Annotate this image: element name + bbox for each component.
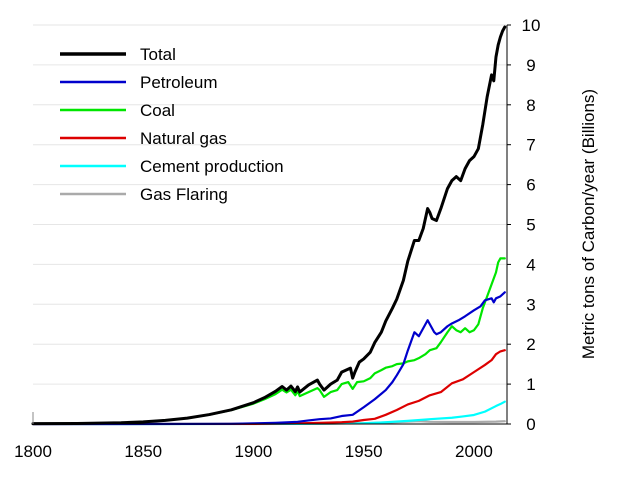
legend-label-natural-gas: Natural gas [140, 129, 227, 148]
legend-label-gas-flaring: Gas Flaring [140, 185, 228, 204]
gridlines [33, 24, 507, 425]
y-tick-label: 9 [526, 56, 535, 75]
y-tick-label: 2 [526, 335, 535, 354]
series-line-coal [31, 257, 506, 425]
y-tick-label: 5 [526, 216, 535, 235]
legend-label-petroleum: Petroleum [140, 73, 217, 92]
legend-label-coal: Coal [140, 101, 175, 120]
y-tick-label: 4 [526, 255, 535, 274]
series-line-petroleum [31, 291, 506, 426]
y-tick-label: 6 [526, 176, 535, 195]
x-tick-label: 2000 [455, 442, 493, 461]
y-axis-ticks: 0 1 2 3 4 5 6 7 8 9 10 [507, 16, 540, 434]
x-tick-label: 1950 [345, 442, 383, 461]
legend: Total Petroleum Coal Natural gas Cement prod… [60, 45, 284, 204]
y-tick-label: 1 [526, 375, 535, 394]
series-lines [31, 25, 507, 426]
y-axis-title: Metric tons of Carbon/year (Billions) [579, 89, 598, 359]
x-tick-label: 1850 [124, 442, 162, 461]
y-tick-label: 3 [526, 295, 535, 314]
legend-label-cement-production: Cement production [140, 157, 284, 176]
y-tick-label: 10 [522, 16, 541, 35]
x-axis-ticks: 1800 1850 1900 1950 2000 [14, 442, 493, 461]
y-tick-label: 7 [526, 136, 535, 155]
x-tick-label: 1900 [235, 442, 273, 461]
y-tick-label: 8 [526, 96, 535, 115]
legend-label-total: Total [140, 45, 176, 64]
series-line-total [31, 25, 507, 426]
x-tick-label: 1800 [14, 442, 52, 461]
y-tick-label: 0 [526, 415, 535, 434]
series-line-cement-production [31, 400, 506, 426]
series-line-natural-gas [31, 349, 506, 426]
